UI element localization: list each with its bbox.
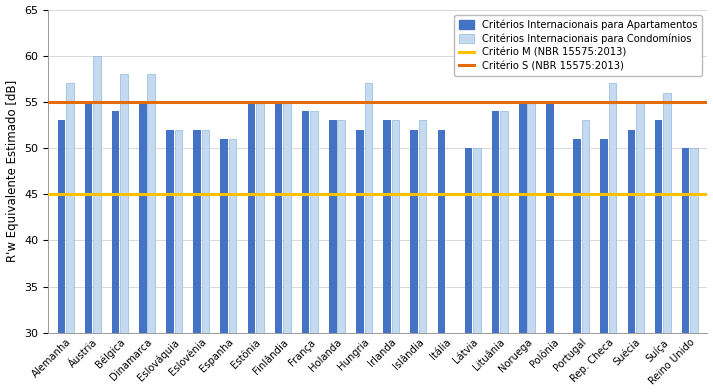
Bar (283, 102, 291, 333)
Bar (329, 120, 337, 333)
Bar (256, 102, 264, 333)
Bar (465, 148, 472, 333)
Bar (229, 139, 237, 333)
Bar (473, 148, 481, 333)
Bar (120, 74, 128, 333)
Legend: Critérios Internacionais para Apartamentos, Critérios Internacionais para Condom: Critérios Internacionais para Apartament… (454, 15, 702, 76)
Bar (690, 148, 698, 333)
Bar (356, 130, 364, 333)
Bar (202, 130, 210, 333)
Bar (492, 111, 499, 333)
Bar (438, 130, 445, 333)
Bar (682, 148, 689, 333)
Bar (275, 102, 282, 333)
Bar (573, 139, 581, 333)
Bar (58, 120, 65, 333)
Bar (93, 56, 101, 333)
Bar (600, 139, 608, 333)
Bar (411, 130, 418, 333)
Bar (609, 83, 616, 333)
Bar (582, 120, 589, 333)
Bar (193, 130, 201, 333)
Bar (627, 130, 635, 333)
Bar (166, 130, 174, 333)
Bar (85, 102, 93, 333)
Bar (655, 120, 662, 333)
Bar (528, 102, 535, 333)
Bar (546, 102, 554, 333)
Bar (337, 120, 345, 333)
Bar (66, 83, 73, 333)
Bar (519, 102, 527, 333)
Bar (501, 111, 508, 333)
Bar (663, 93, 671, 333)
Bar (419, 120, 426, 333)
Critério S (NBR 15575:2013) (61, 100, 70, 104)
Bar (220, 139, 228, 333)
Bar (139, 102, 147, 333)
Y-axis label: R'w Equivalente Estimado [dB]: R'w Equivalente Estimado [dB] (6, 80, 19, 262)
Bar (391, 120, 399, 333)
Bar (112, 111, 120, 333)
Bar (175, 130, 182, 333)
Bar (302, 111, 309, 333)
Bar (364, 83, 372, 333)
Bar (636, 102, 644, 333)
Critério M (NBR 15575:2013) (61, 192, 70, 197)
Critério M (NBR 15575:2013) (88, 192, 97, 197)
Bar (310, 111, 318, 333)
Critério S (NBR 15575:2013) (88, 100, 97, 104)
Bar (247, 102, 255, 333)
Bar (148, 74, 155, 333)
Bar (384, 120, 391, 333)
